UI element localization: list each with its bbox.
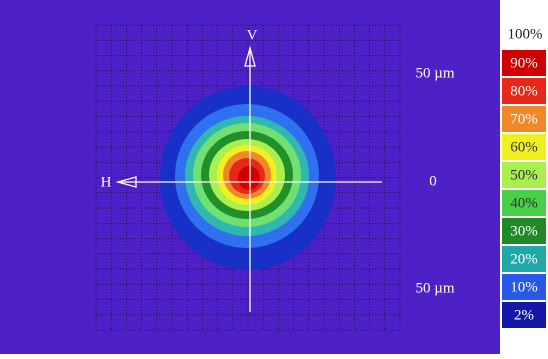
- legend-label: 60%: [510, 139, 538, 155]
- legend-label: 30%: [510, 223, 538, 239]
- legend-label: 10%: [510, 279, 538, 295]
- legend-label: 2%: [514, 307, 534, 323]
- v-label: V: [247, 27, 258, 43]
- scale-label: 0: [429, 173, 437, 189]
- contour: [238, 166, 260, 190]
- beam-spot: [160, 86, 336, 270]
- beam-profile: V H 50 µm 0 50 µm 100% 90% 80% 70% 60% 50% 40…: [0, 0, 548, 354]
- scale-label: 50 µm: [415, 65, 454, 81]
- legend-label: 40%: [510, 195, 538, 211]
- legend-label: 70%: [510, 111, 538, 127]
- legend-label: 80%: [510, 83, 538, 99]
- legend-label: 20%: [510, 251, 538, 267]
- scale-label: 50 µm: [415, 280, 454, 296]
- legend-label: 90%: [510, 55, 538, 71]
- h-label: H: [101, 174, 112, 190]
- legend-top: 100%: [508, 26, 543, 42]
- legend-label: 50%: [510, 167, 538, 183]
